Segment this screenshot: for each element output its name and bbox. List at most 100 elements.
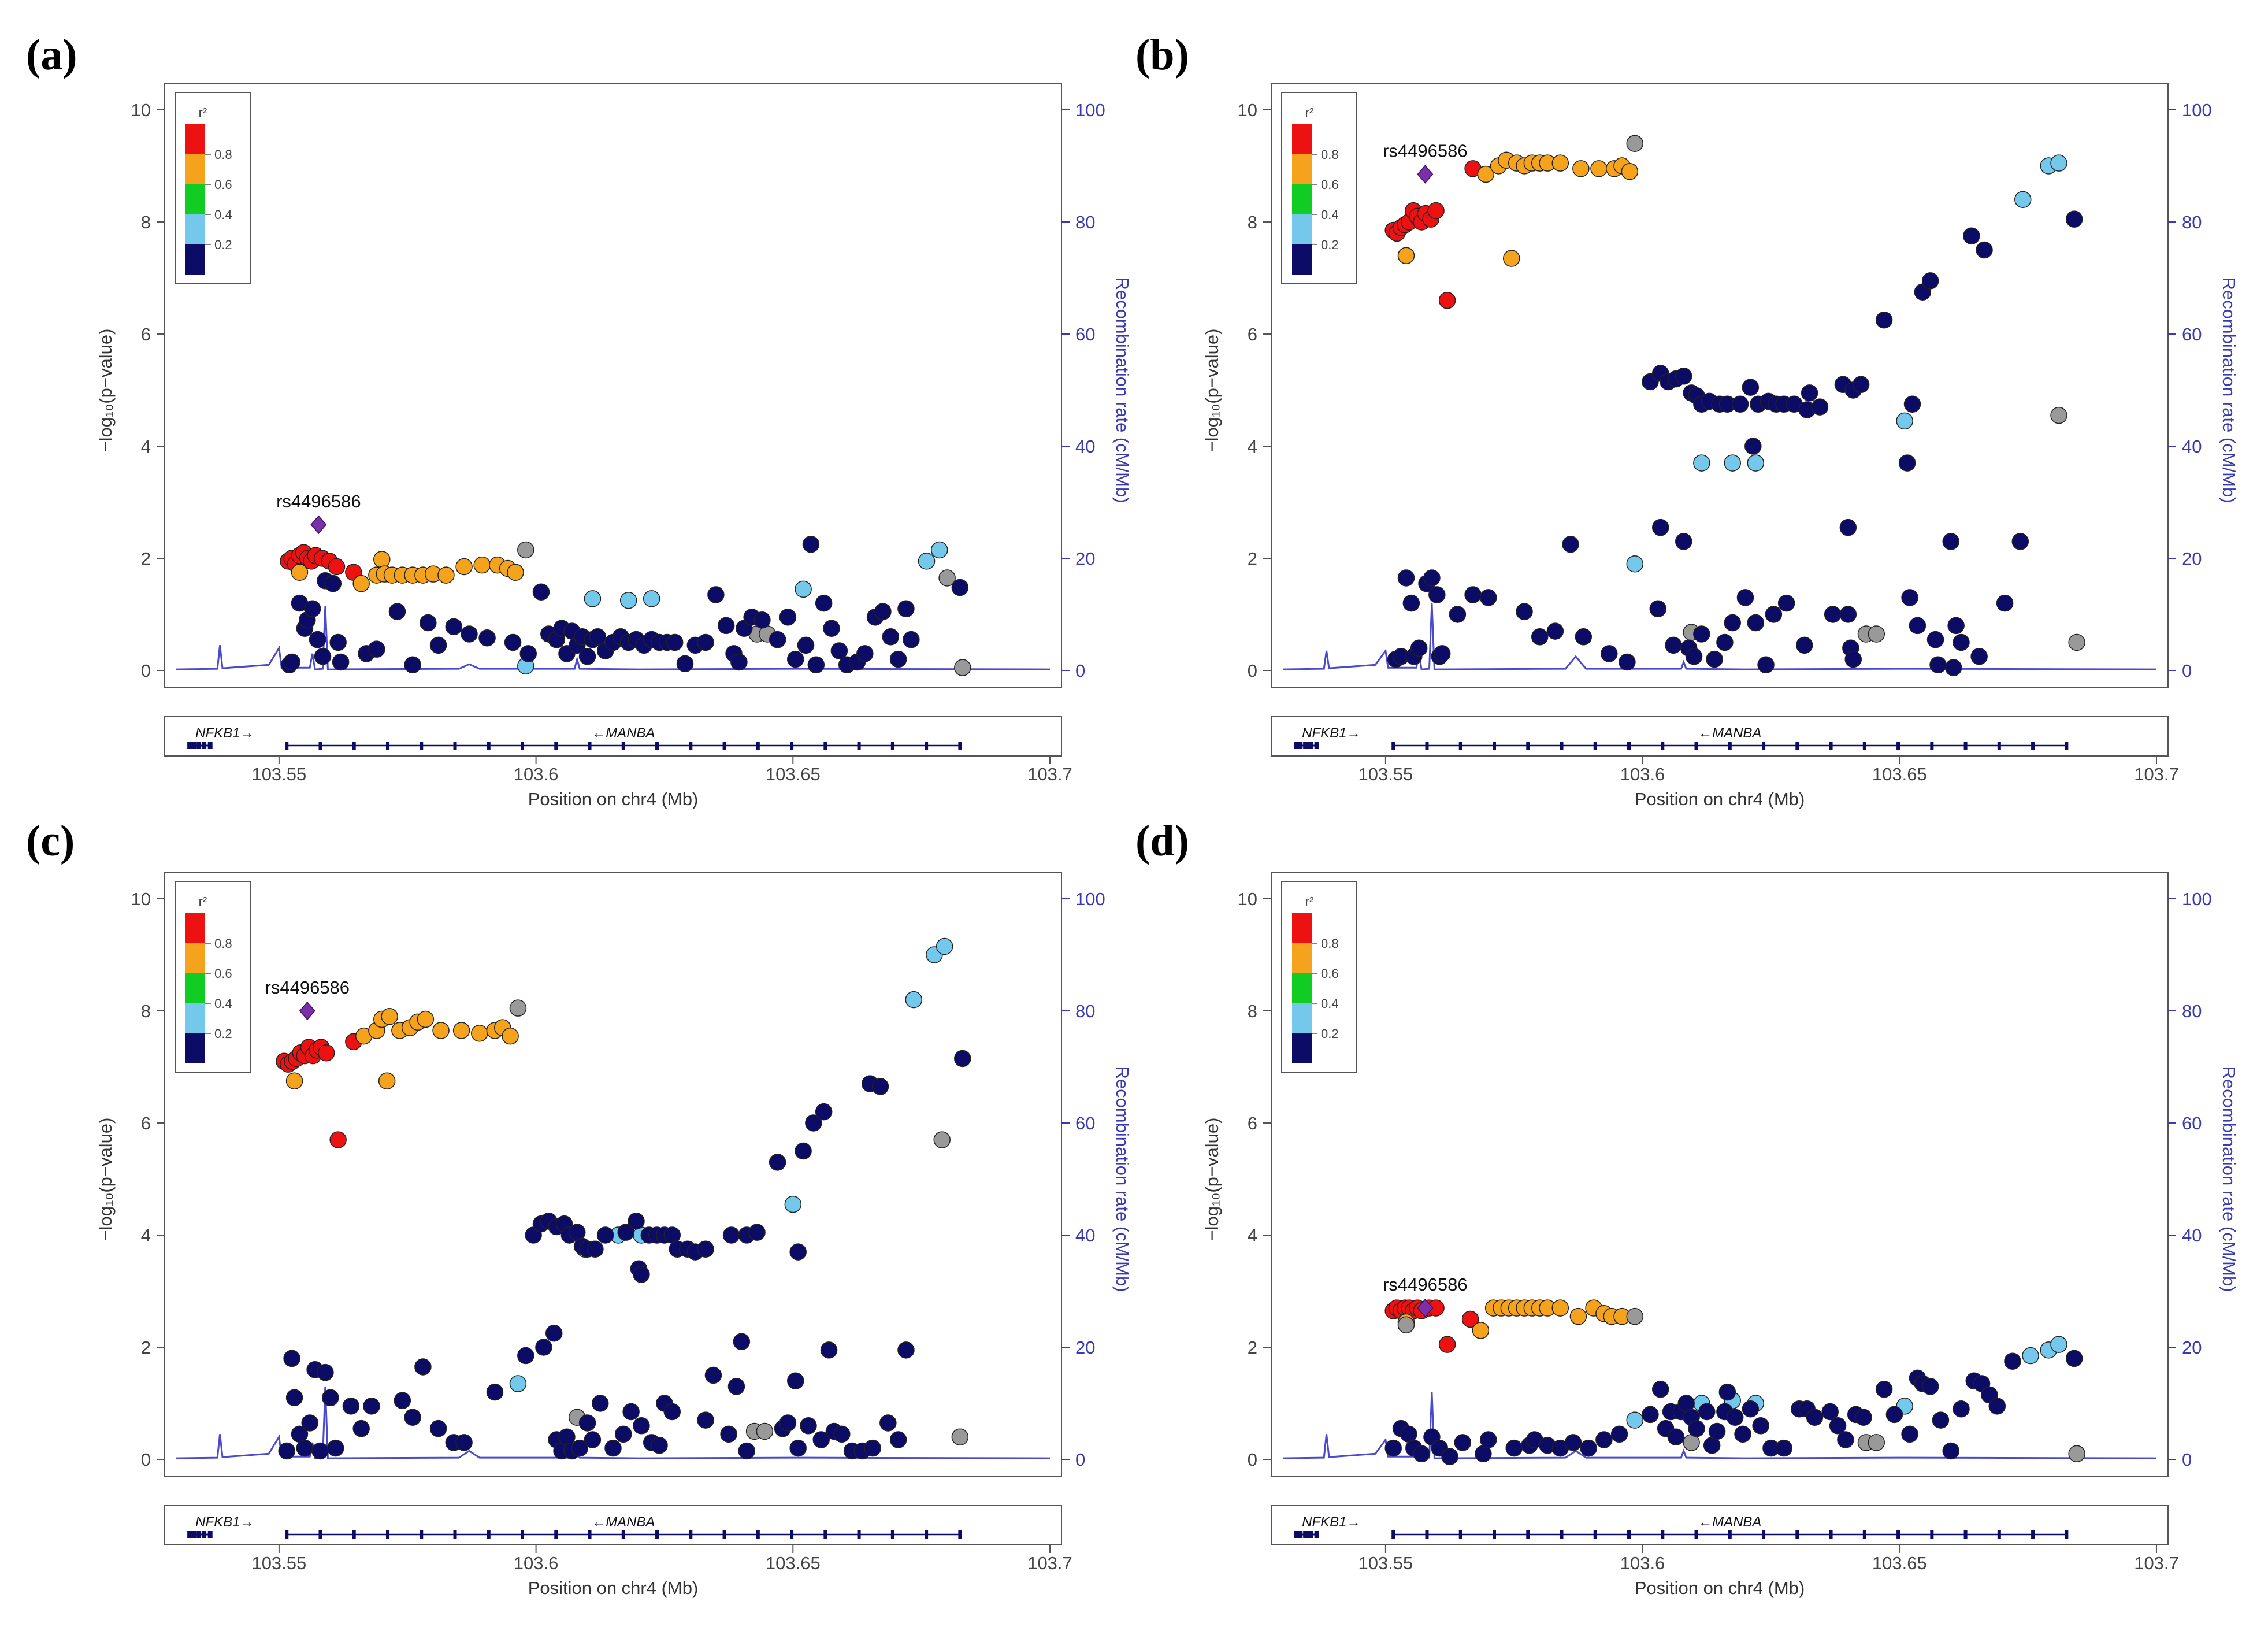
snp-point-orange[interactable]	[1590, 160, 1608, 177]
snp-point-navy[interactable]	[615, 1425, 632, 1443]
snp-point-navy[interactable]	[617, 1224, 634, 1241]
snp-point-navy[interactable]	[1595, 1431, 1613, 1448]
snp-point-navy[interactable]	[1929, 656, 1947, 674]
snp-point-navy[interactable]	[733, 1333, 751, 1351]
snp-point-navy[interactable]	[455, 1434, 473, 1451]
snp-point-navy[interactable]	[532, 583, 550, 601]
lead-snp-marker[interactable]	[310, 515, 327, 534]
snp-point-gray[interactable]	[1626, 135, 1643, 152]
snp-point-navy[interactable]	[1970, 648, 1988, 665]
snp-point-navy[interactable]	[879, 1414, 897, 1432]
snp-point-navy[interactable]	[332, 653, 350, 671]
snp-point-navy[interactable]	[779, 1414, 797, 1432]
snp-point-red[interactable]	[317, 1044, 335, 1062]
snp-point-navy[interactable]	[535, 1339, 552, 1356]
snp-point-navy[interactable]	[1708, 1422, 1726, 1440]
snp-point-orange[interactable]	[352, 574, 370, 592]
snp-point-navy[interactable]	[1742, 379, 1760, 396]
snp-point-navy[interactable]	[730, 653, 748, 671]
snp-point-navy[interactable]	[1875, 1381, 1893, 1398]
snp-point-navy[interactable]	[1839, 518, 1857, 536]
snp-point-lightblue[interactable]	[905, 991, 923, 1009]
snp-point-navy[interactable]	[1731, 395, 1749, 413]
snp-point-orange[interactable]	[285, 1072, 303, 1089]
snp-point-gray[interactable]	[2068, 1445, 2085, 1463]
snp-point-navy[interactable]	[897, 1341, 915, 1359]
snp-point-navy[interactable]	[1734, 1425, 1751, 1443]
snp-point-lightblue[interactable]	[795, 580, 812, 598]
snp-point-navy[interactable]	[1963, 227, 1980, 244]
snp-point-navy[interactable]	[633, 1266, 650, 1283]
snp-point-navy[interactable]	[1685, 648, 1703, 665]
snp-point-navy[interactable]	[789, 1439, 807, 1457]
snp-point-navy[interactable]	[1953, 1400, 1970, 1418]
snp-point-navy[interactable]	[388, 603, 406, 620]
snp-point-navy[interactable]	[871, 1078, 889, 1095]
snp-point-navy[interactable]	[1796, 636, 1813, 654]
snp-point-navy[interactable]	[545, 1325, 563, 1342]
snp-point-navy[interactable]	[571, 1439, 588, 1457]
snp-point-gray[interactable]	[1626, 1307, 1643, 1325]
snp-point-navy[interactable]	[517, 1347, 534, 1365]
snp-point-navy[interactable]	[1413, 1445, 1430, 1463]
snp-point-red[interactable]	[1438, 1336, 1456, 1353]
snp-point-navy[interactable]	[296, 1439, 314, 1457]
snp-point-navy[interactable]	[587, 1240, 604, 1258]
snp-point-navy[interactable]	[1988, 1398, 2006, 1415]
snp-point-navy[interactable]	[897, 600, 915, 618]
snp-point-navy[interactable]	[779, 609, 797, 626]
snp-point-navy[interactable]	[1675, 368, 1692, 385]
snp-point-navy[interactable]	[314, 648, 332, 665]
snp-point-lightblue[interactable]	[1747, 454, 1765, 472]
snp-point-navy[interactable]	[1675, 533, 1692, 550]
snp-point-navy[interactable]	[795, 1142, 812, 1160]
snp-point-navy[interactable]	[874, 603, 892, 620]
snp-point-lightblue[interactable]	[1724, 454, 1741, 472]
snp-point-navy[interactable]	[663, 1403, 681, 1421]
snp-point-navy[interactable]	[1423, 569, 1441, 587]
snp-point-navy[interactable]	[805, 1114, 822, 1132]
snp-point-navy[interactable]	[800, 1417, 817, 1435]
snp-point-navy[interactable]	[622, 1403, 640, 1421]
snp-point-navy[interactable]	[1449, 606, 1467, 623]
snp-point-navy[interactable]	[1642, 1406, 1659, 1424]
snp-point-navy[interactable]	[1384, 1439, 1402, 1457]
snp-point-orange[interactable]	[432, 1022, 450, 1039]
snp-point-navy[interactable]	[352, 1419, 370, 1437]
snp-point-gray[interactable]	[517, 541, 534, 559]
snp-point-navy[interactable]	[1716, 633, 1734, 651]
snp-point-navy[interactable]	[283, 653, 300, 671]
snp-point-gray[interactable]	[1868, 625, 1885, 643]
snp-point-navy[interactable]	[1601, 645, 1618, 662]
snp-point-orange[interactable]	[1572, 160, 1590, 177]
snp-point-navy[interactable]	[1546, 622, 1564, 640]
snp-point-navy[interactable]	[1480, 589, 1497, 606]
snp-point-navy[interactable]	[394, 1392, 411, 1409]
snp-point-lightblue[interactable]	[918, 553, 936, 570]
snp-point-navy[interactable]	[2065, 1350, 2083, 1367]
snp-point-navy[interactable]	[1454, 1434, 1472, 1451]
snp-point-navy[interactable]	[1821, 1403, 1839, 1421]
snp-point-navy[interactable]	[363, 1398, 380, 1415]
snp-point-navy[interactable]	[311, 1442, 329, 1460]
snp-point-navy[interactable]	[1564, 1434, 1582, 1451]
snp-point-lightblue[interactable]	[784, 1195, 802, 1213]
snp-point-gray[interactable]	[756, 1422, 774, 1440]
snp-point-navy[interactable]	[1921, 272, 1939, 290]
snp-point-orange[interactable]	[1551, 1299, 1569, 1317]
snp-point-navy[interactable]	[429, 1419, 447, 1437]
snp-point-navy[interactable]	[1433, 645, 1451, 662]
snp-point-navy[interactable]	[1718, 1383, 1736, 1401]
snp-point-navy[interactable]	[1531, 628, 1549, 646]
snp-point-navy[interactable]	[753, 611, 771, 629]
snp-point-navy[interactable]	[802, 536, 820, 553]
snp-point-gray[interactable]	[954, 659, 971, 676]
snp-point-navy[interactable]	[1777, 594, 1795, 612]
snp-point-navy[interactable]	[404, 656, 421, 674]
snp-point-navy[interactable]	[1932, 1411, 1950, 1429]
snp-point-navy[interactable]	[1976, 241, 1993, 259]
snp-point-lightblue[interactable]	[1626, 1411, 1643, 1429]
snp-point-navy[interactable]	[461, 625, 478, 643]
snp-point-navy[interactable]	[748, 1224, 766, 1241]
snp-point-lightblue[interactable]	[619, 592, 637, 609]
